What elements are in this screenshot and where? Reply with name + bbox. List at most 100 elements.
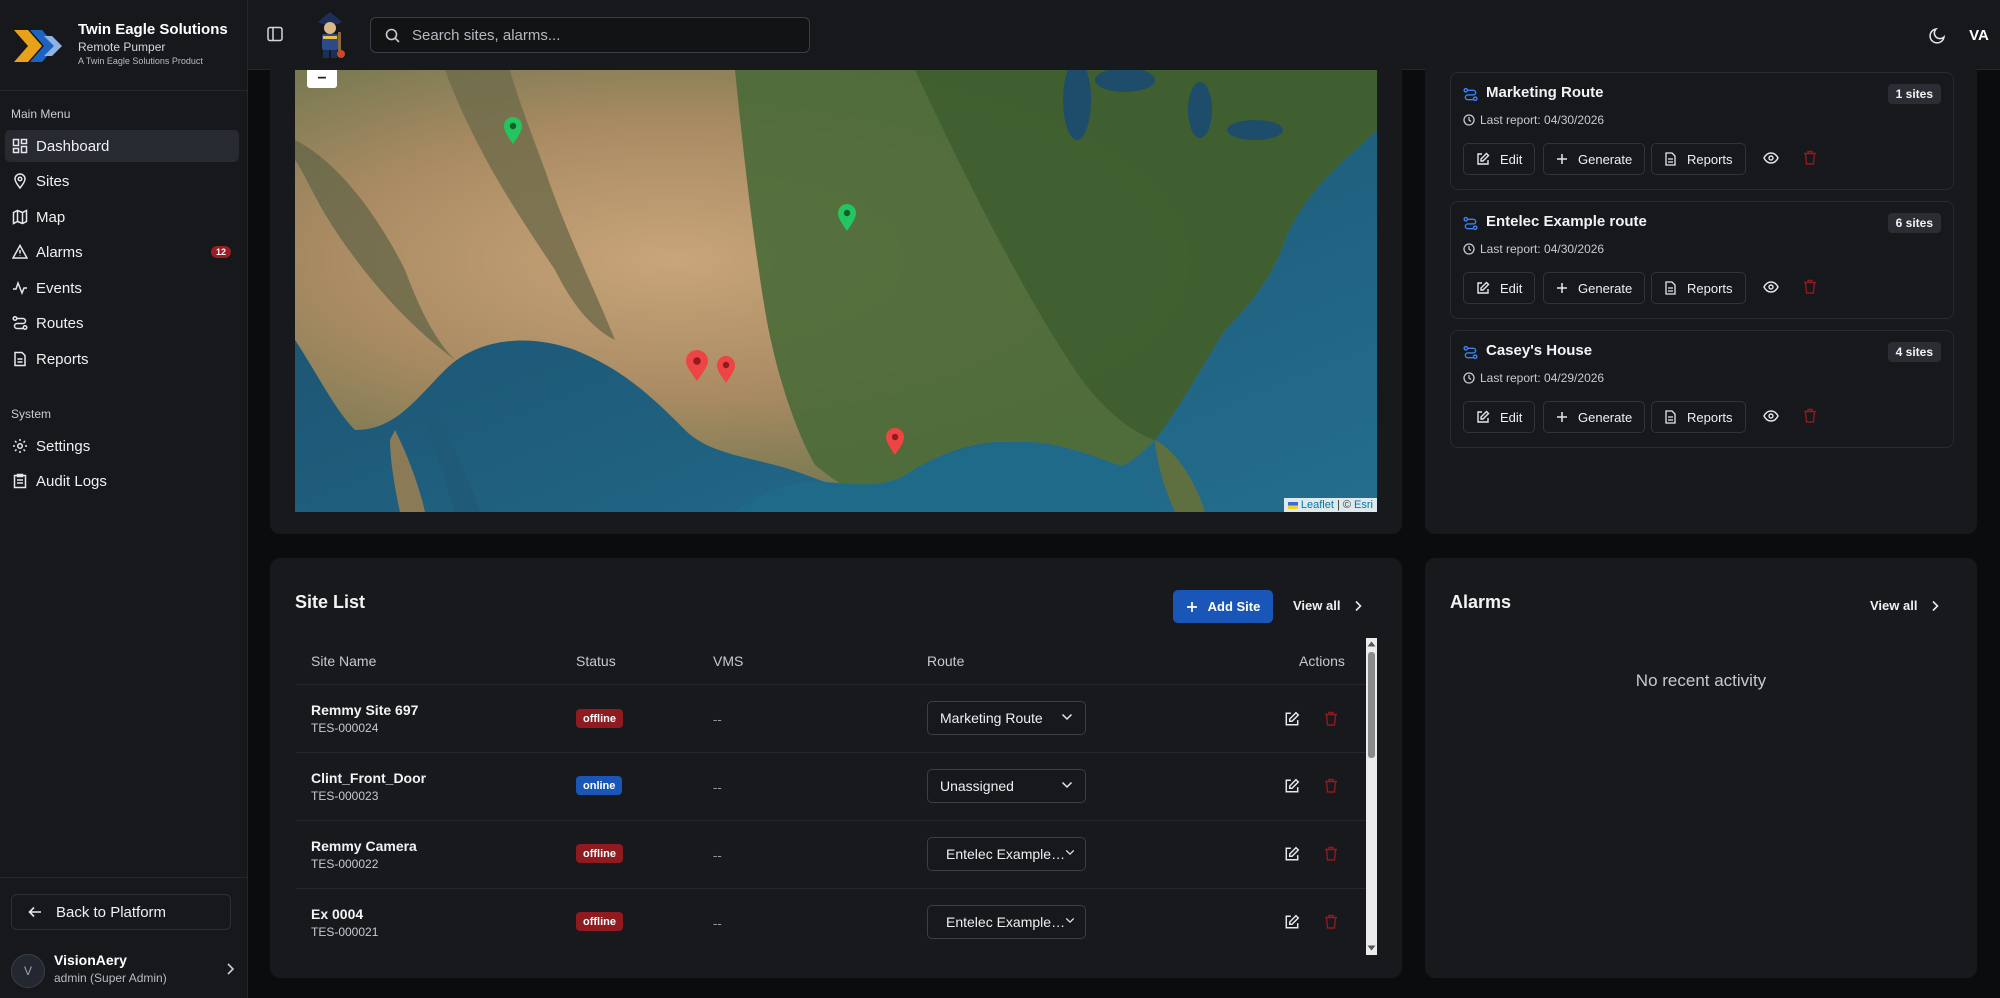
alarms-title: Alarms	[1450, 592, 1512, 612]
site-list-view-all-link[interactable]: View all	[1293, 598, 1363, 613]
add-site-button[interactable]: Add Site	[1173, 590, 1273, 623]
generate-report-button[interactable]: Generate	[1543, 272, 1646, 304]
route-reports-button[interactable]: Reports	[1651, 143, 1746, 175]
trash-icon[interactable]	[1324, 914, 1338, 929]
map-icon	[12, 209, 28, 225]
scroll-up-icon[interactable]	[1367, 641, 1376, 647]
gear-icon	[12, 438, 28, 454]
clipboard-list-icon	[12, 473, 28, 489]
map-marker-offline[interactable]	[685, 350, 709, 382]
route-icon	[1463, 87, 1478, 102]
user-menu[interactable]: V VisionAery admin (Super Admin)	[9, 952, 239, 992]
sidebar-item-dashboard[interactable]: Dashboard	[5, 130, 239, 162]
plus-icon	[1186, 601, 1197, 612]
esri-link[interactable]: Esri	[1354, 499, 1373, 511]
view-all-label: View all	[1870, 598, 1918, 613]
back-to-platform-button[interactable]: Back to Platform	[11, 894, 231, 930]
chevron-down-icon	[1065, 849, 1075, 856]
edit-icon[interactable]	[1284, 846, 1300, 862]
route-select-value: Unassigned	[940, 778, 1014, 794]
eye-icon[interactable]	[1763, 150, 1779, 166]
sidebar-item-events[interactable]: Events	[5, 272, 239, 304]
sidebar-item-label: Reports	[36, 350, 89, 368]
route-site-count: 6 sites	[1887, 213, 1941, 233]
scroll-down-icon[interactable]	[1367, 945, 1376, 951]
search-input[interactable]	[412, 26, 792, 44]
alarms-view-all-link[interactable]: View all	[1870, 598, 1940, 613]
sidebar-item-alarms[interactable]: Alarms 12	[5, 236, 239, 268]
search-bar[interactable]	[370, 17, 810, 53]
site-name[interactable]: Remmy Site 697	[311, 702, 419, 718]
sidebar-item-reports[interactable]: Reports	[5, 343, 239, 375]
sidebar-item-label: Sites	[36, 172, 70, 190]
avatar: V	[11, 954, 45, 988]
table-scrollbar-thumb[interactable]	[1368, 652, 1375, 758]
route-select-value: Entelec Example route	[946, 846, 1066, 862]
eye-icon[interactable]	[1763, 279, 1779, 295]
edit-route-button[interactable]: Edit	[1463, 272, 1536, 304]
site-name[interactable]: Remmy Camera	[311, 838, 417, 854]
edit-route-button[interactable]: Edit	[1463, 143, 1536, 175]
sidebar-item-settings[interactable]: Settings	[5, 430, 239, 462]
row-divider	[296, 684, 1366, 685]
sidebar-toggle-icon[interactable]	[266, 25, 284, 43]
trash-icon[interactable]	[1803, 408, 1817, 423]
route-name: Casey's House	[1486, 342, 1593, 359]
route-reports-button[interactable]: Reports	[1651, 401, 1746, 433]
column-header-status: Status	[576, 653, 616, 669]
reports-label: Reports	[1687, 409, 1733, 425]
sidebar-item-audit-logs[interactable]: Audit Logs	[5, 465, 239, 497]
edit-icon[interactable]	[1284, 914, 1300, 930]
map-marker-online[interactable]	[837, 204, 857, 232]
edit-icon[interactable]	[1284, 778, 1300, 794]
leaflet-link[interactable]: Leaflet	[1300, 499, 1334, 511]
main-menu-label: Main Menu	[11, 107, 71, 121]
trash-icon[interactable]	[1803, 279, 1817, 294]
route-select[interactable]: Entelec Example route	[927, 905, 1086, 939]
trash-icon[interactable]	[1803, 150, 1817, 165]
sidebar: Twin Eagle Solutions Remote Pumper A Twi…	[0, 0, 248, 998]
route-name: Entelec Example route	[1486, 213, 1647, 230]
site-id: TES-000022	[311, 857, 379, 871]
generate-report-button[interactable]: Generate	[1543, 401, 1646, 433]
brand-title: Twin Eagle Solutions	[78, 21, 228, 38]
edit-route-button[interactable]: Edit	[1463, 401, 1536, 433]
column-header-route: Route	[927, 653, 965, 669]
route-last-report-text: Last report: 04/29/2026	[1480, 371, 1605, 385]
trash-icon[interactable]	[1324, 711, 1338, 726]
route-reports-button[interactable]: Reports	[1651, 272, 1746, 304]
table-scrollbar[interactable]	[1366, 638, 1377, 955]
route-select[interactable]: Unassigned	[927, 769, 1086, 803]
site-name[interactable]: Clint_Front_Door	[311, 770, 427, 786]
map-marker-offline[interactable]	[885, 428, 905, 456]
site-name[interactable]: Ex 0004	[311, 906, 364, 922]
avatar[interactable]: VA	[1961, 17, 1997, 53]
route-select-value: Marketing Route	[940, 710, 1043, 726]
sidebar-item-routes[interactable]: Routes	[5, 307, 239, 339]
sidebar-item-map[interactable]: Map	[5, 201, 239, 233]
file-text-icon	[12, 351, 28, 367]
map-view[interactable]: − Leaflet | © Esri	[295, 70, 1377, 512]
trash-icon[interactable]	[1324, 778, 1338, 793]
trash-icon[interactable]	[1324, 846, 1338, 861]
route-select[interactable]: Entelec Example route	[927, 837, 1086, 871]
clock-icon	[1463, 114, 1475, 126]
route-last-report: Last report: 04/30/2026	[1463, 113, 1604, 127]
route-site-count: 1 sites	[1887, 84, 1941, 104]
brand[interactable]: Twin Eagle Solutions Remote Pumper A Twi…	[12, 16, 242, 76]
route-last-report: Last report: 04/30/2026	[1463, 242, 1604, 256]
edit-icon[interactable]	[1284, 711, 1300, 727]
file-text-icon	[1665, 410, 1676, 424]
vms-value: --	[713, 916, 722, 931]
sidebar-item-sites[interactable]: Sites	[5, 165, 239, 197]
eye-icon[interactable]	[1763, 408, 1779, 424]
route-select[interactable]: Marketing Route	[927, 701, 1086, 735]
moon-icon[interactable]	[1929, 26, 1947, 44]
generate-report-button[interactable]: Generate	[1543, 143, 1646, 175]
map-marker-offline[interactable]	[716, 356, 736, 384]
map-marker-online[interactable]	[503, 117, 523, 145]
status-badge: online	[576, 776, 623, 795]
back-to-platform-label: Back to Platform	[56, 903, 167, 921]
zoom-out-button[interactable]: −	[307, 70, 337, 88]
alarm-count-badge: 12	[210, 246, 231, 258]
